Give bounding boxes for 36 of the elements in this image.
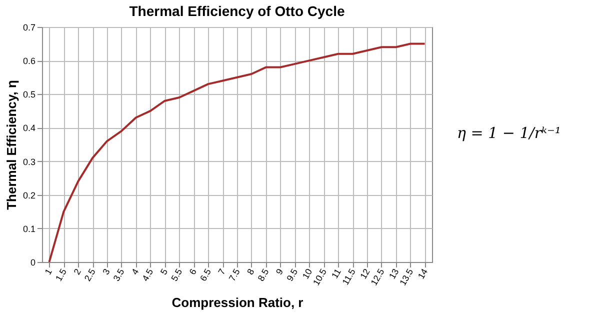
line-series — [48, 42, 426, 263]
y-axis-title: Thermal Efficiency, η — [4, 80, 19, 210]
x-tick-label: 1.5 — [54, 267, 68, 283]
y-tick-label: 0 — [30, 258, 36, 268]
y-tick-label: 0.1 — [22, 224, 36, 234]
y-tick-label: 0.5 — [22, 90, 36, 100]
x-tick-label: 4 — [130, 267, 141, 276]
x-tick-label: 7 — [216, 267, 228, 276]
x-axis-title: Compression Ratio, r — [172, 295, 304, 310]
x-tick-label: 5.5 — [169, 267, 184, 283]
text: η = 1 − 1/rᵏ⁻¹ — [457, 124, 561, 142]
x-tick-label: 6.5 — [198, 267, 213, 283]
x-tick-label: 11 — [330, 267, 343, 280]
x-tick-label: 9.5 — [284, 267, 300, 283]
x-tick-label: 5 — [158, 267, 170, 276]
y-tick-label: 0.4 — [22, 123, 36, 134]
x-tick-label: 4.5 — [140, 267, 156, 283]
x-tick-label: 10 — [300, 267, 314, 281]
chart-title: Thermal Efficiency of Otto Cycle — [129, 3, 345, 19]
y-tick-label: 0.3 — [22, 156, 36, 167]
y-tick-label: 0.2 — [22, 190, 36, 200]
x-tick-label: 1 — [42, 267, 54, 276]
x-tick-label: 6 — [187, 267, 198, 276]
y-tick-label: 0.6 — [22, 56, 36, 66]
y-tick-label: 0.7 — [22, 22, 36, 32]
x-tick-label: 12 — [358, 267, 372, 281]
x-tick-label: 13 — [387, 267, 401, 281]
x-tick-label: 8.5 — [256, 267, 271, 283]
x-tick-label: 7.5 — [226, 267, 242, 283]
x-tick-label: 3 — [100, 267, 112, 276]
x-tick-label: 2.5 — [82, 267, 98, 283]
x-tick-label: 9 — [274, 267, 286, 276]
x-tick-label: 8 — [245, 267, 256, 276]
x-tick-label: 14 — [416, 267, 430, 281]
x-tick-label: 3.5 — [111, 267, 126, 283]
x-tick-label: 2 — [72, 267, 83, 276]
